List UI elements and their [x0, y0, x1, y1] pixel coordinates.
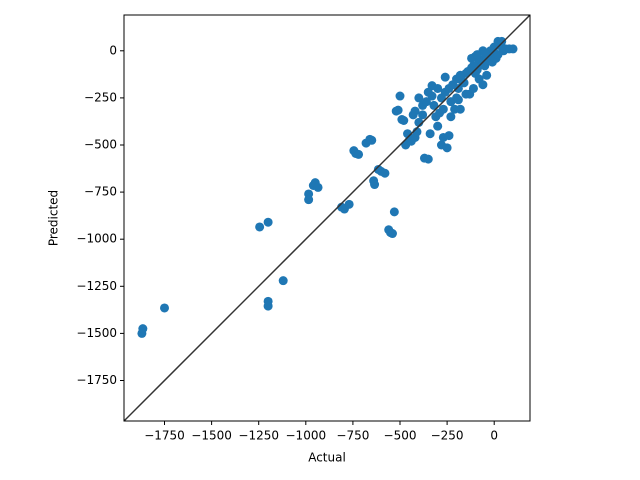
point — [414, 93, 424, 103]
point — [138, 324, 148, 334]
point — [472, 50, 482, 60]
point — [389, 207, 399, 217]
point — [459, 78, 469, 88]
y-tick-label: −1250 — [76, 279, 117, 293]
identity-line — [123, 14, 531, 422]
point — [395, 91, 405, 101]
x-tick-label: −250 — [431, 429, 464, 443]
point — [482, 70, 492, 80]
x-tick-label: −1750 — [144, 429, 185, 443]
x-tick-label: −1500 — [191, 429, 232, 443]
point — [370, 180, 380, 190]
point — [427, 91, 437, 101]
point — [313, 182, 323, 192]
point — [160, 303, 170, 313]
point — [446, 112, 456, 122]
y-axis-label: Predicted — [47, 190, 61, 246]
point — [354, 149, 364, 159]
x-tick-label: −500 — [384, 429, 417, 443]
point — [399, 116, 409, 126]
point — [425, 129, 435, 139]
point — [493, 50, 503, 60]
y-tick-label: 0 — [109, 43, 117, 57]
point — [380, 168, 390, 178]
point — [367, 135, 377, 145]
y-tick-label: −500 — [84, 137, 117, 151]
point — [455, 104, 465, 114]
point — [278, 276, 288, 286]
x-tick-label: 0 — [490, 429, 498, 443]
point — [468, 83, 478, 93]
y-tick-label: −750 — [84, 185, 117, 199]
point — [444, 131, 454, 141]
point — [433, 121, 443, 131]
point — [344, 199, 354, 209]
x-tick-label: −1250 — [238, 429, 279, 443]
y-tick-label: −250 — [84, 90, 117, 104]
point — [418, 110, 428, 120]
y-tick-label: −1500 — [76, 326, 117, 340]
y-tick-label: −1750 — [76, 373, 117, 387]
point — [263, 217, 273, 227]
point — [433, 83, 443, 93]
point — [387, 229, 397, 239]
plot-frame — [123, 14, 531, 422]
point — [410, 106, 420, 116]
y-tick-label: −1000 — [76, 232, 117, 246]
point — [263, 301, 273, 311]
point — [453, 95, 463, 105]
point — [255, 222, 265, 232]
point — [478, 80, 488, 90]
point — [429, 100, 439, 110]
point — [393, 105, 403, 115]
point — [508, 44, 518, 54]
point — [480, 48, 490, 58]
x-axis-label: Actual — [308, 451, 346, 465]
point — [468, 61, 478, 71]
point — [440, 72, 450, 82]
point — [442, 143, 452, 153]
point — [304, 195, 314, 205]
point — [455, 70, 465, 80]
x-tick-label: −750 — [336, 429, 369, 443]
point — [421, 97, 431, 107]
x-tick-label: −1000 — [286, 429, 327, 443]
point — [423, 154, 433, 164]
point — [461, 89, 471, 99]
point — [438, 104, 448, 114]
